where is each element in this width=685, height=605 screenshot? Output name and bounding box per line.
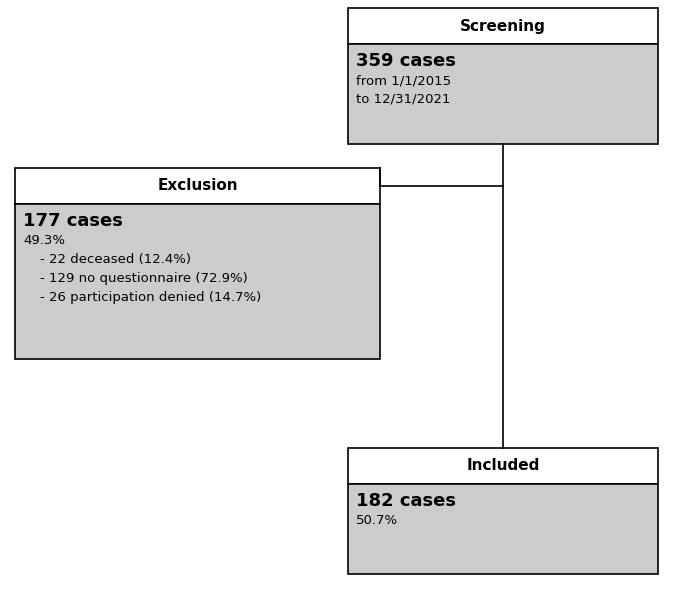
Text: - 22 deceased (12.4%): - 22 deceased (12.4%): [23, 253, 191, 266]
Text: Exclusion: Exclusion: [157, 178, 238, 194]
Text: 49.3%: 49.3%: [23, 234, 65, 247]
Text: 359 cases: 359 cases: [356, 52, 456, 70]
Bar: [348, 484, 658, 574]
Bar: [15, 168, 380, 204]
Text: 177 cases: 177 cases: [23, 212, 123, 230]
Bar: [348, 448, 658, 484]
Text: - 129 no questionnaire (72.9%): - 129 no questionnaire (72.9%): [23, 272, 248, 285]
Text: Included: Included: [466, 459, 540, 474]
Text: 50.7%: 50.7%: [356, 514, 398, 527]
Text: to 12/31/2021: to 12/31/2021: [356, 93, 451, 106]
Bar: [348, 8, 658, 44]
Text: 182 cases: 182 cases: [356, 492, 456, 510]
Bar: [348, 44, 658, 144]
Text: from 1/1/2015: from 1/1/2015: [356, 74, 451, 87]
Text: - 26 participation denied (14.7%): - 26 participation denied (14.7%): [23, 291, 261, 304]
Text: Screening: Screening: [460, 19, 546, 33]
Bar: [15, 204, 380, 359]
